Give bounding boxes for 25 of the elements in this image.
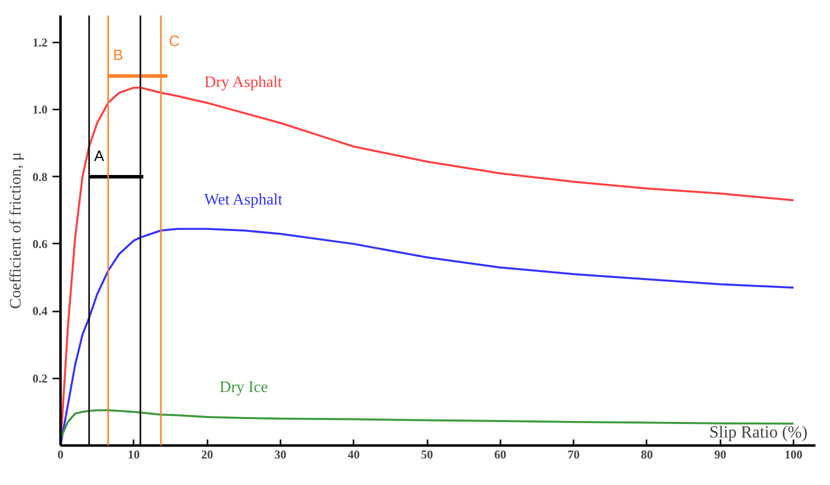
x-tick-label: 10 [128,448,140,462]
y-axis-title: Coefficient of friction, μ [8,152,24,309]
x-axis-title: Slip Ratio (%) [709,422,808,442]
y-tick-label: 0.8 [32,170,48,184]
x-tick-label: 90 [714,448,726,462]
x-tick-label: 50 [421,448,434,462]
x-tick-label: 60 [494,448,506,462]
y-tick-label: 0.4 [32,304,48,318]
y-tick-label: 1.2 [32,35,48,50]
series-label: Wet Asphalt [204,192,283,208]
x-tick-label: 20 [201,448,214,462]
annotation: C [168,32,180,50]
annotation: A [94,148,104,165]
annotation: B [113,46,124,64]
series-label: Dry Asphalt [204,74,283,91]
series-label: Dry Ice [220,378,268,396]
x-tick-label: 40 [348,448,360,462]
x-tick-label: 30 [274,448,286,462]
x-tick-label: 0 [58,448,64,462]
x-tick-label: 100 [784,448,803,462]
x-tick-label: 70 [568,448,580,462]
x-tick-label: 80 [640,448,653,462]
y-tick-label: 1.0 [32,102,48,117]
y-tick-label: 0.2 [32,371,48,386]
y-tick-label: 0.6 [32,236,48,251]
